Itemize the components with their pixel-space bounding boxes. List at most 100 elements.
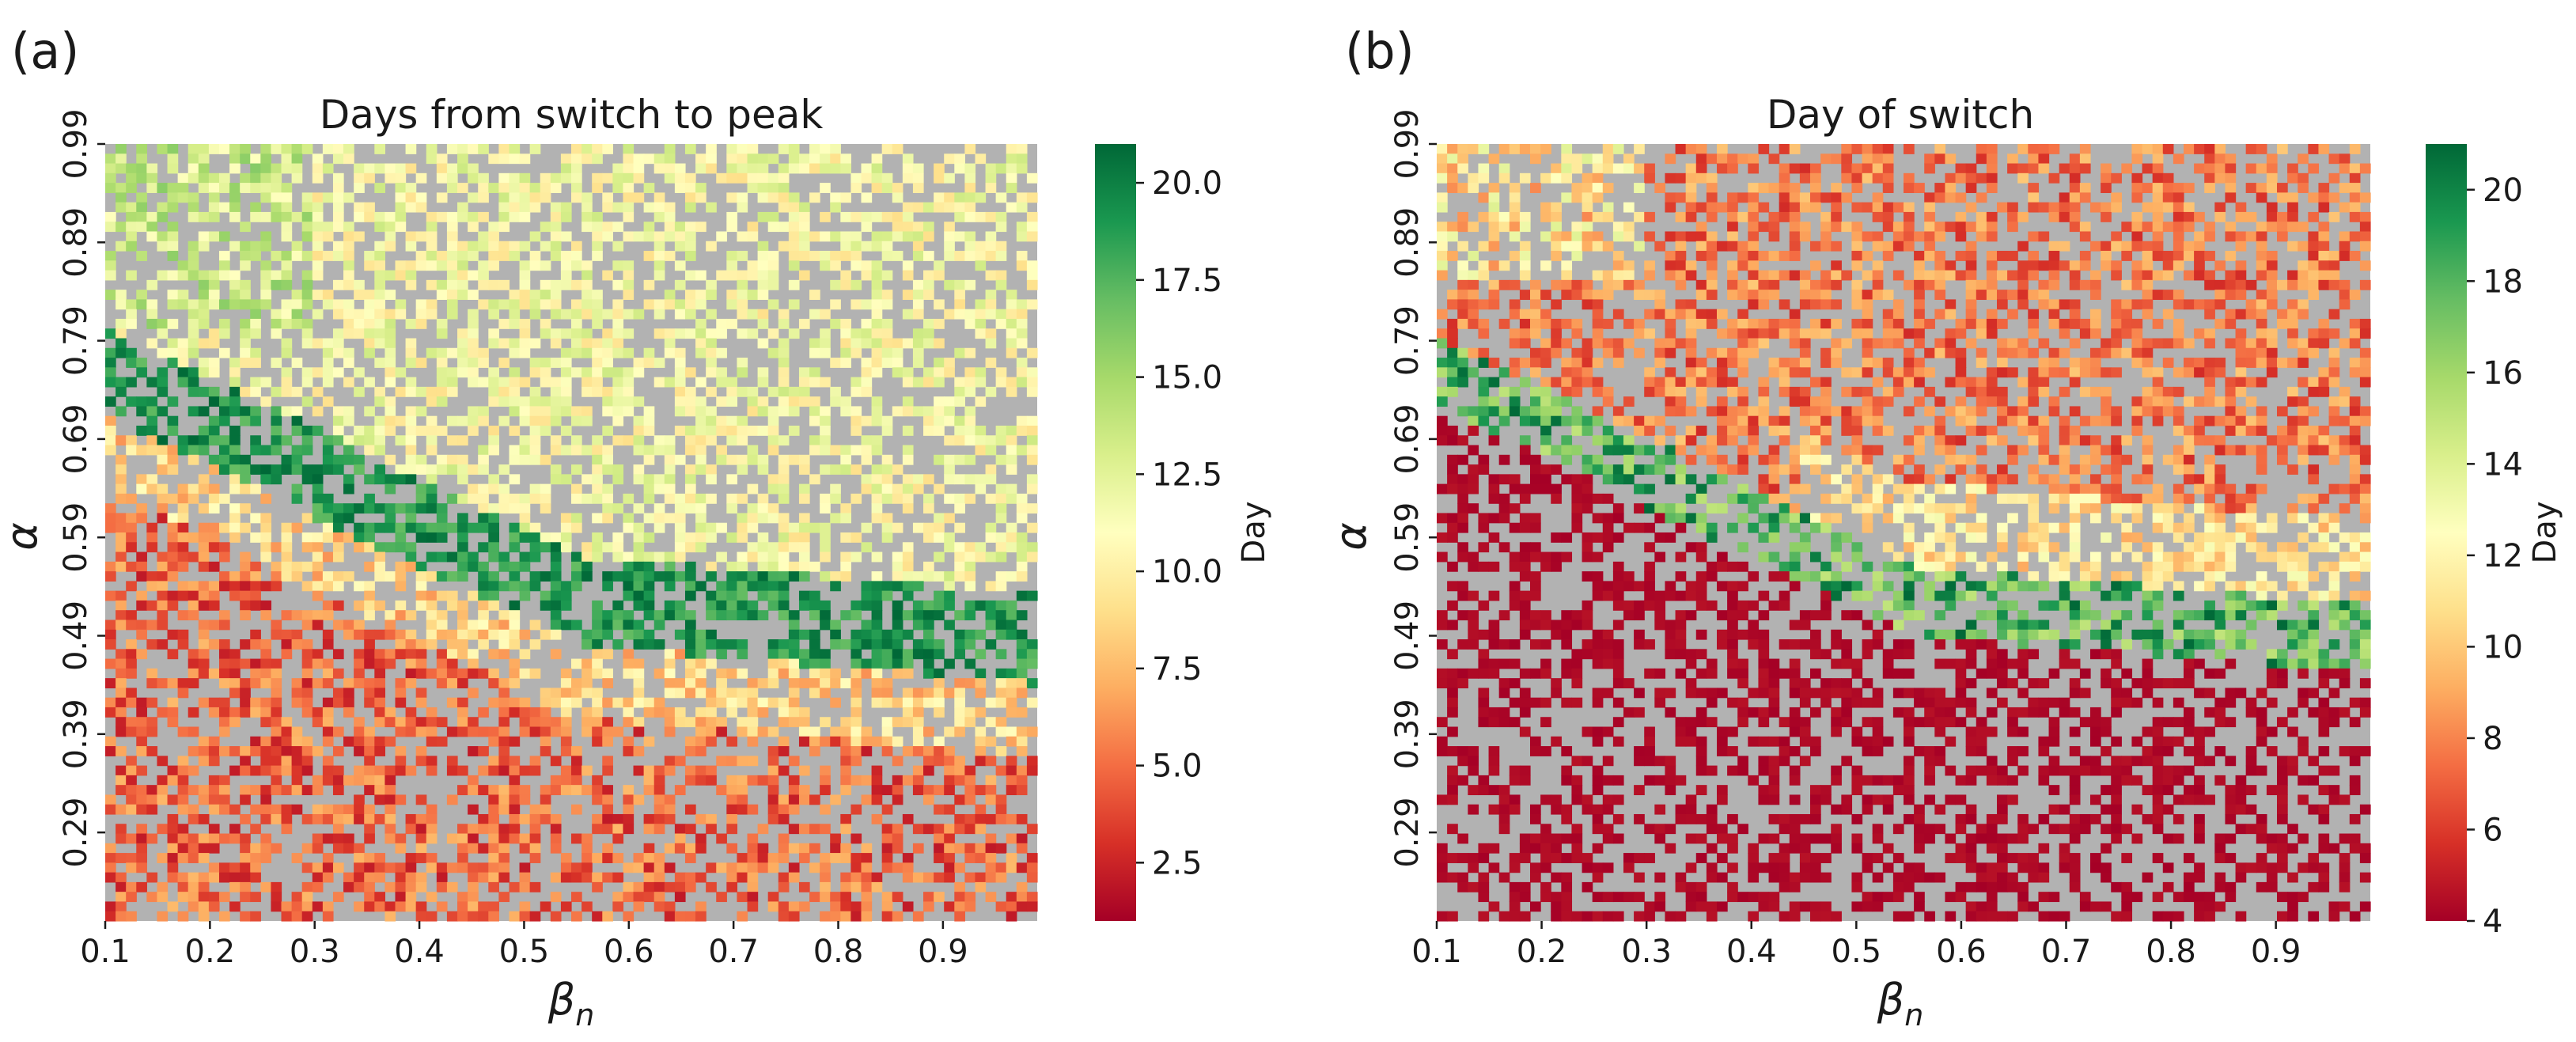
heatmap-cell bbox=[322, 658, 334, 669]
heatmap-cell bbox=[633, 765, 645, 776]
heatmap-cell bbox=[415, 299, 427, 310]
heatmap-cell bbox=[1447, 231, 1458, 242]
heatmap-cell bbox=[260, 649, 272, 660]
heatmap-cell bbox=[498, 736, 510, 747]
heatmap-cell bbox=[1006, 425, 1017, 436]
heatmap-cell bbox=[146, 406, 158, 417]
heatmap-cell bbox=[2328, 172, 2340, 184]
heatmap-cell bbox=[177, 765, 189, 776]
heatmap-cell bbox=[602, 396, 613, 407]
heatmap-cell bbox=[1006, 202, 1017, 213]
heatmap-cell bbox=[643, 513, 655, 524]
heatmap-cell bbox=[1026, 551, 1038, 563]
heatmap-cell bbox=[468, 804, 479, 815]
heatmap-cell bbox=[385, 377, 396, 388]
heatmap-cell bbox=[250, 824, 261, 835]
heatmap-cell bbox=[653, 163, 665, 174]
heatmap-cell bbox=[229, 153, 241, 165]
heatmap-cell bbox=[415, 794, 427, 805]
heatmap-cell bbox=[364, 610, 375, 621]
heatmap-cell bbox=[218, 202, 230, 213]
heatmap-cell bbox=[457, 726, 468, 737]
heatmap-cell bbox=[2318, 260, 2330, 271]
heatmap-cell bbox=[2152, 144, 2164, 154]
heatmap-cell bbox=[706, 590, 717, 601]
heatmap-cell bbox=[208, 707, 220, 718]
heatmap-cell bbox=[385, 765, 396, 776]
heatmap-cell bbox=[218, 260, 230, 271]
heatmap-cell bbox=[446, 911, 458, 922]
heatmap-cell bbox=[850, 736, 862, 747]
heatmap-cell bbox=[1862, 163, 1873, 174]
heatmap-cell bbox=[747, 222, 759, 233]
heatmap-cell bbox=[281, 911, 293, 922]
heatmap-cell bbox=[498, 464, 510, 475]
heatmap-cell bbox=[188, 211, 199, 222]
heatmap-cell bbox=[1851, 163, 1863, 174]
heatmap-cell bbox=[602, 794, 613, 805]
heatmap-cell bbox=[643, 610, 655, 621]
heatmap-cell bbox=[250, 251, 261, 261]
heatmap-cell bbox=[643, 474, 655, 485]
heatmap-cell bbox=[509, 881, 521, 892]
heatmap-cell bbox=[1976, 144, 1987, 154]
heatmap-cell bbox=[881, 746, 893, 756]
heatmap-cell bbox=[332, 406, 344, 417]
heatmap-cell bbox=[633, 163, 645, 174]
heatmap-cell bbox=[415, 192, 427, 203]
heatmap-cell bbox=[633, 474, 645, 485]
heatmap-cell bbox=[157, 639, 169, 650]
heatmap-cell bbox=[1006, 347, 1017, 358]
heatmap-cell bbox=[954, 377, 965, 388]
heatmap-cell bbox=[260, 881, 272, 892]
heatmap-cell bbox=[809, 347, 820, 358]
heatmap-cell bbox=[136, 561, 147, 572]
heatmap-cell bbox=[840, 892, 851, 903]
heatmap-cell bbox=[540, 493, 551, 504]
heatmap-cell bbox=[271, 726, 282, 737]
heatmap-cell bbox=[1540, 231, 1551, 242]
heatmap-cell bbox=[2194, 211, 2205, 222]
heatmap-cell bbox=[374, 241, 385, 252]
heatmap-cell bbox=[809, 445, 820, 456]
heatmap-cell bbox=[1016, 551, 1028, 563]
heatmap-cell bbox=[871, 872, 883, 883]
heatmap-cell bbox=[767, 892, 779, 903]
heatmap-cell bbox=[1519, 222, 1531, 233]
heatmap-cell bbox=[726, 824, 738, 835]
heatmap-cell bbox=[964, 415, 976, 426]
heatmap-cell bbox=[2277, 211, 2288, 222]
heatmap-cell bbox=[1437, 251, 1448, 261]
heatmap-cell bbox=[2256, 192, 2267, 203]
heatmap-cell bbox=[623, 892, 635, 903]
heatmap-cell bbox=[332, 892, 344, 903]
heatmap-cell bbox=[747, 756, 759, 767]
heatmap-cell bbox=[985, 639, 997, 650]
heatmap-cell bbox=[229, 483, 241, 494]
heatmap-cell bbox=[167, 678, 179, 689]
heatmap-cell bbox=[944, 785, 955, 796]
heatmap-cell bbox=[809, 678, 820, 689]
heatmap-cell bbox=[757, 824, 769, 835]
heatmap-cell bbox=[540, 367, 551, 378]
heatmap-cell bbox=[767, 804, 779, 815]
heatmap-cell bbox=[975, 299, 987, 310]
heatmap-cell bbox=[519, 794, 531, 805]
heatmap-cell bbox=[198, 629, 210, 640]
heatmap-cell bbox=[623, 629, 635, 640]
heatmap-cell bbox=[944, 590, 955, 601]
heatmap-cell bbox=[623, 881, 635, 892]
heatmap-cell bbox=[332, 144, 344, 154]
heatmap-cell bbox=[602, 911, 613, 922]
heatmap-cell bbox=[2349, 163, 2361, 174]
heatmap-cell bbox=[798, 483, 810, 494]
heatmap-cell bbox=[934, 707, 945, 718]
heatmap-cell bbox=[488, 824, 499, 835]
heatmap-cell bbox=[757, 843, 769, 854]
heatmap-cell bbox=[809, 435, 820, 446]
heatmap-cell bbox=[343, 688, 354, 699]
heatmap-cell bbox=[385, 785, 396, 796]
heatmap-cell bbox=[498, 862, 510, 873]
heatmap-cell bbox=[653, 202, 665, 213]
heatmap-cell bbox=[281, 610, 293, 621]
